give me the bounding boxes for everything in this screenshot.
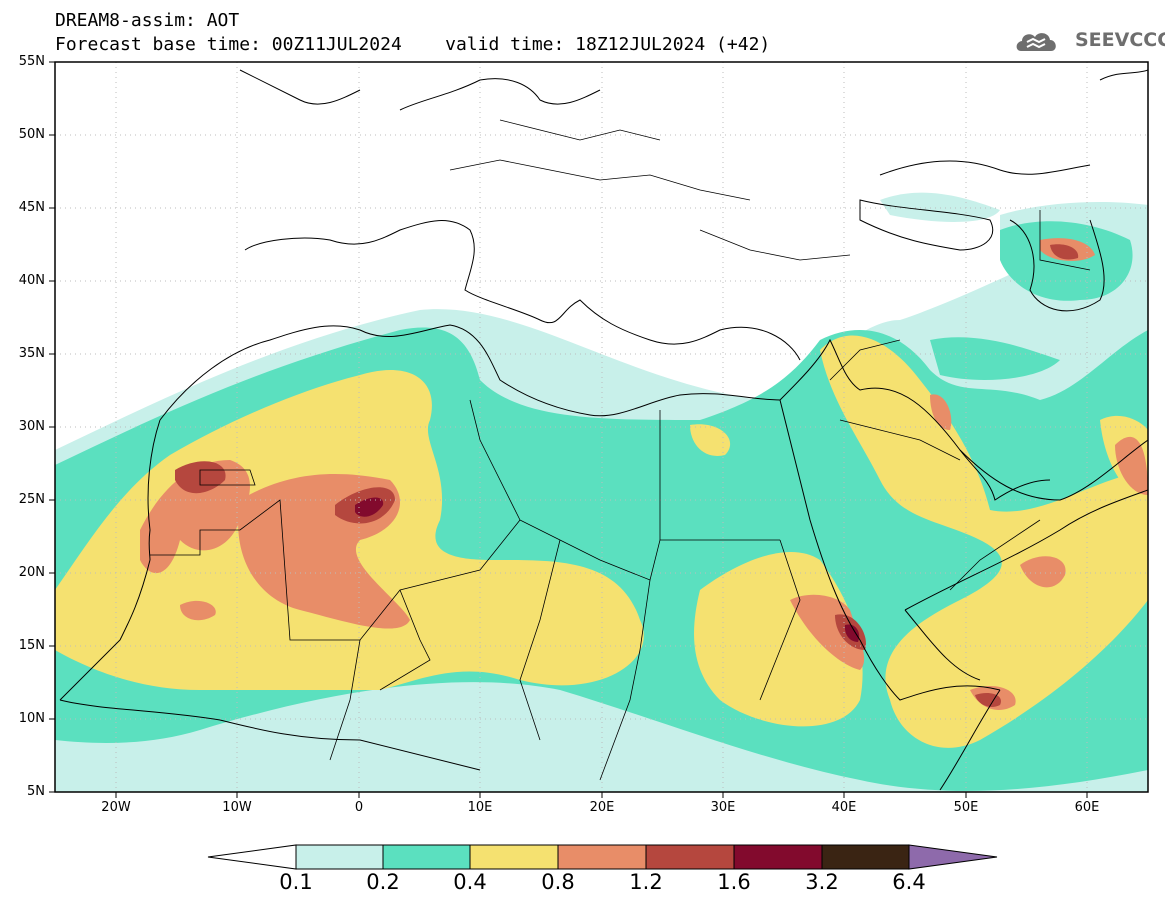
colorbar-label-1.6: 1.6 <box>717 870 751 894</box>
colorbar-label-0.2: 0.2 <box>366 870 400 894</box>
aot-contour-1.6 <box>355 497 860 642</box>
lat-label-40n: 40N <box>18 273 45 288</box>
lat-label-30n: 30N <box>18 419 45 434</box>
graticule <box>55 62 1148 792</box>
lon-label-60e: 60E <box>1074 800 1100 815</box>
lon-label-40e: 40E <box>831 800 857 815</box>
colorbar-label-0.1: 0.1 <box>279 870 313 894</box>
lat-label-45n: 45N <box>18 200 45 215</box>
coastlines <box>59 69 1148 791</box>
logo-text: SEEVCCC <box>1075 29 1165 51</box>
lat-label-50n: 50N <box>18 127 45 142</box>
lon-label-20w: 20W <box>101 800 131 815</box>
lon-label-20e: 20E <box>589 800 615 815</box>
colorbar-label-1.2: 1.2 <box>629 870 663 894</box>
lat-label-15n: 15N <box>18 638 45 653</box>
lon-label-30e: 30E <box>710 800 736 815</box>
colorbar-label-0.8: 0.8 <box>541 870 575 894</box>
chart-title: DREAM8-assim: AOT <box>55 10 240 31</box>
lon-label-10e: 10E <box>467 800 493 815</box>
seevccc-cloud-logo-icon <box>1016 33 1056 51</box>
lon-label-10w: 10W <box>222 800 252 815</box>
axis-ticks <box>49 61 1088 798</box>
lat-label-10n: 10N <box>18 711 45 726</box>
country-borders <box>150 119 1091 781</box>
lat-label-20n: 20N <box>18 565 45 580</box>
lat-label-5n: 5N <box>27 784 45 799</box>
lon-label-50e: 50E <box>953 800 979 815</box>
colorbar-label-3.2: 3.2 <box>805 870 839 894</box>
colorbar-label-0.4: 0.4 <box>453 870 487 894</box>
lat-label-35n: 35N <box>18 346 45 361</box>
lat-label-25n: 25N <box>18 492 45 507</box>
lon-label-0: 0 <box>354 800 364 815</box>
colorbar-label-6.4: 6.4 <box>892 870 926 894</box>
forecast-time: Forecast base time: 00Z11JUL2024 valid t… <box>55 34 771 55</box>
lat-label-55n: 55N <box>18 54 45 69</box>
